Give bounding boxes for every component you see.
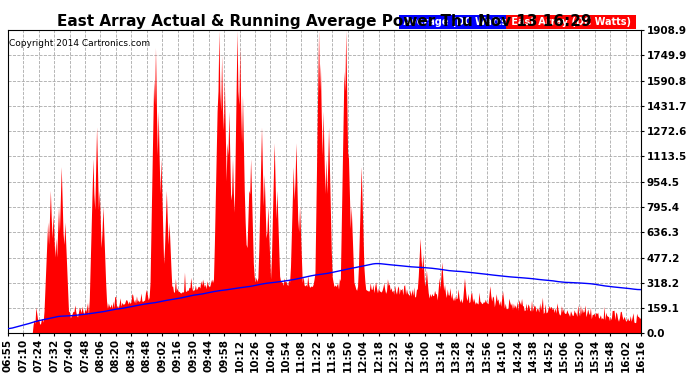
Text: Copyright 2014 Cartronics.com: Copyright 2014 Cartronics.com	[9, 39, 150, 48]
Text: East Array (DC Watts): East Array (DC Watts)	[508, 17, 635, 27]
Text: Average (DC Watts): Average (DC Watts)	[400, 17, 515, 27]
Title: East Array Actual & Running Average Power Thu Nov 13 16:29: East Array Actual & Running Average Powe…	[57, 14, 592, 29]
